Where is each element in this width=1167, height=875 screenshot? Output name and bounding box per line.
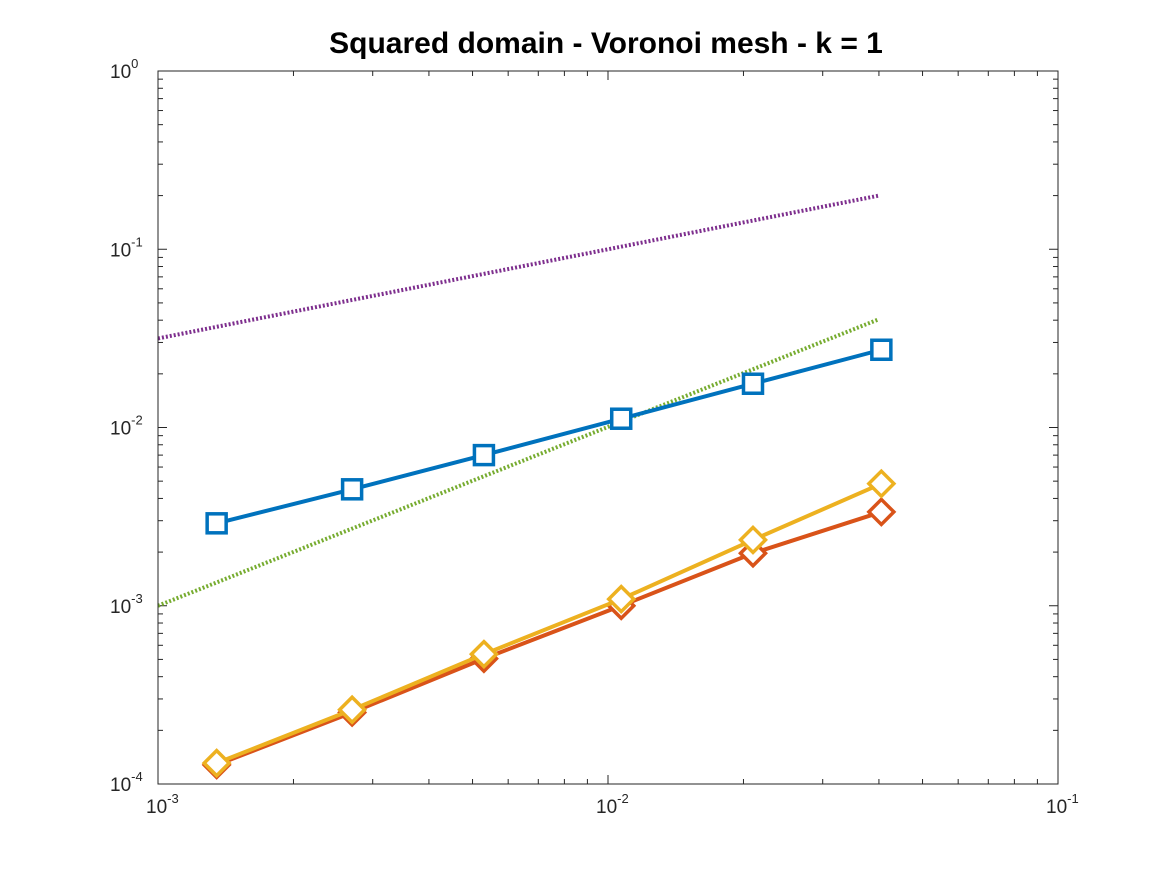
y-tick-label: 10-3 [110, 591, 143, 618]
series-0 [157, 193, 880, 341]
series-1 [157, 317, 880, 608]
x-tick-label: 10-3 [146, 791, 179, 818]
data-point-diamond [468, 639, 499, 670]
y-axis-tick-labels: 10-4 10-3 10-2 10-1 100 [110, 56, 143, 796]
x-axis-tick-labels: 10-3 10-2 10-1 [146, 791, 1079, 818]
series-line [215, 510, 882, 767]
chart-title: Squared domain - Voronoi mesh - k = 1 [329, 27, 883, 60]
data-point-diamond [866, 496, 897, 527]
x-tick-label: 10-2 [596, 791, 629, 818]
axes-box [157, 70, 1059, 785]
series-2 [205, 338, 893, 535]
y-tick-label: 10-4 [110, 769, 143, 796]
x-tick-label: 10-1 [1046, 791, 1079, 818]
data-point-diamond [866, 468, 897, 499]
y-tick-label: 10-1 [110, 234, 143, 261]
data-point-square [472, 443, 496, 467]
data-point-square [741, 372, 765, 395]
data-point-square [340, 478, 364, 501]
data-point-diamond [738, 524, 768, 555]
series-line [215, 481, 883, 765]
series-line [157, 193, 880, 341]
series-4 [201, 468, 897, 779]
data-point-diamond [337, 694, 368, 725]
series-layer [157, 193, 897, 780]
minor-ticks [158, 71, 1058, 784]
data-point-diamond [606, 584, 637, 615]
y-tick-label: 100 [110, 56, 138, 83]
series-line [216, 347, 882, 526]
data-point-square [609, 407, 633, 430]
series-line [157, 317, 880, 608]
y-tick-label: 10-2 [110, 413, 143, 440]
data-point-diamond [201, 748, 232, 779]
data-point-square [870, 338, 893, 362]
data-point-square [205, 512, 228, 535]
